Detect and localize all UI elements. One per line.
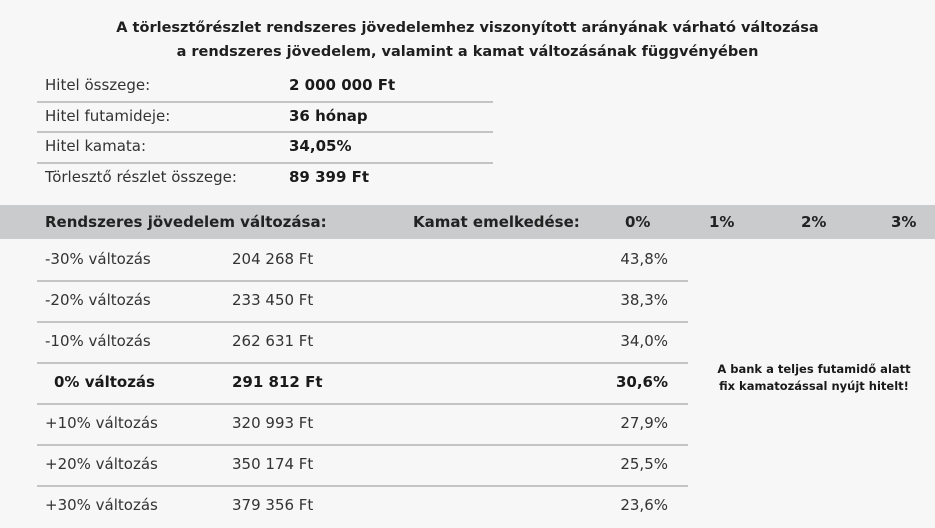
- loan-rate-value: 34,05%: [289, 137, 352, 156]
- table-header: Rendszeres jövedelem változása: Kamat em…: [0, 205, 935, 239]
- row-income-value: 291 812 Ft: [232, 373, 323, 391]
- table-row: +10% változás 320 993 Ft 27,9%: [37, 405, 688, 446]
- header-rate-1: 1%: [709, 213, 735, 231]
- fixed-rate-note: A bank a teljes futamidő alatt fix kamat…: [702, 361, 926, 395]
- header-rate-3: 3%: [891, 213, 917, 231]
- loan-row-term: Hitel futamideje: 36 hónap: [37, 103, 493, 134]
- ratio-table-body: -30% változás 204 268 Ft 43,8% -20% vált…: [37, 241, 688, 528]
- row-income-value: 262 631 Ft: [232, 332, 314, 350]
- row-income-value: 233 450 Ft: [232, 291, 314, 309]
- table-row: +30% változás 379 356 Ft 23,6%: [37, 487, 688, 528]
- loan-row-rate: Hitel kamata: 34,05%: [37, 133, 493, 164]
- row-change-label: +10% változás: [45, 414, 158, 432]
- header-rate-2: 2%: [801, 213, 827, 231]
- table-row: +20% változás 350 174 Ft 25,5%: [37, 446, 688, 487]
- loan-rate-label: Hitel kamata:: [45, 137, 147, 156]
- loan-row-amount: Hitel összege: 2 000 000 Ft: [37, 72, 493, 103]
- header-income-change: Rendszeres jövedelem változása:: [45, 213, 327, 231]
- header-rate-0: 0%: [625, 213, 651, 231]
- row-ratio-value: 25,5%: [620, 455, 668, 473]
- row-change-label: -20% változás: [45, 291, 151, 309]
- title-line-2: a rendszeres jövedelem, valamint a kamat…: [176, 44, 759, 60]
- loan-row-installment: Törlesztő részlet összege: 89 399 Ft: [37, 164, 493, 195]
- row-change-label: 0% változás: [54, 373, 155, 391]
- table-row: -10% változás 262 631 Ft 34,0%: [37, 323, 688, 364]
- loan-info-table: Hitel összege: 2 000 000 Ft Hitel futami…: [37, 72, 493, 194]
- note-line-2: fix kamatozással nyújt hitelt!: [719, 379, 909, 393]
- row-income-value: 204 268 Ft: [232, 250, 314, 268]
- table-row-baseline: 0% változás 291 812 Ft 30,6%: [37, 364, 688, 405]
- row-ratio-value: 27,9%: [620, 414, 668, 432]
- page-title: A törlesztőrészlet rendszeres jövedelemh…: [0, 16, 935, 64]
- table-row: -30% változás 204 268 Ft 43,8%: [37, 241, 688, 282]
- loan-term-value: 36 hónap: [289, 106, 368, 125]
- row-ratio-value: 43,8%: [620, 250, 668, 268]
- loan-term-label: Hitel futamideje:: [45, 106, 171, 125]
- table-row: -20% változás 233 450 Ft 38,3%: [37, 282, 688, 323]
- row-ratio-value: 30,6%: [615, 373, 668, 391]
- row-change-label: -30% változás: [45, 250, 151, 268]
- row-income-value: 379 356 Ft: [232, 496, 314, 514]
- row-ratio-value: 34,0%: [620, 332, 668, 350]
- row-income-value: 350 174 Ft: [232, 455, 314, 473]
- note-line-1: A bank a teljes futamidő alatt: [717, 362, 911, 376]
- loan-amount-label: Hitel összege:: [45, 76, 151, 94]
- row-ratio-value: 38,3%: [620, 291, 668, 309]
- loan-installment-label: Törlesztő részlet összege:: [45, 167, 237, 186]
- loan-amount-value: 2 000 000 Ft: [289, 76, 396, 94]
- row-change-label: -10% változás: [45, 332, 151, 350]
- header-rate-increase: Kamat emelkedése:: [413, 213, 580, 231]
- row-ratio-value: 23,6%: [620, 496, 668, 514]
- row-change-label: +20% változás: [45, 455, 158, 473]
- row-income-value: 320 993 Ft: [232, 414, 314, 432]
- loan-installment-value: 89 399 Ft: [289, 167, 370, 186]
- row-change-label: +30% változás: [45, 496, 158, 514]
- title-line-1: A törlesztőrészlet rendszeres jövedelemh…: [116, 20, 819, 36]
